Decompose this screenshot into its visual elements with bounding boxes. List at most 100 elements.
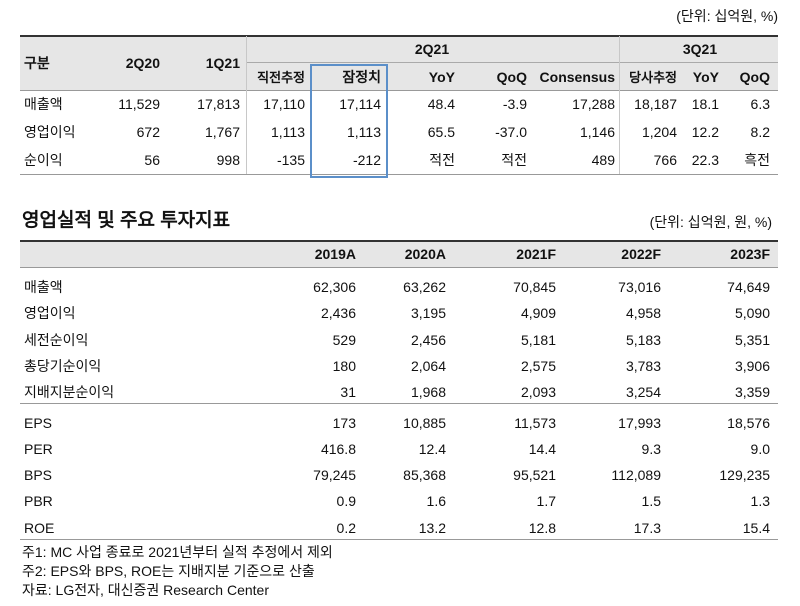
header: 1Q21 <box>205 55 240 71</box>
cell: 2,436 <box>320 305 356 322</box>
sub-header: Consensus <box>539 69 615 85</box>
cell: 22.3 <box>691 152 719 168</box>
cell: 56 <box>144 152 160 168</box>
row-label: 영업이익 <box>24 124 76 140</box>
rule <box>20 403 778 404</box>
header: 3Q21 <box>682 41 718 57</box>
cell: 15.4 <box>742 519 770 536</box>
row-label: PER <box>24 440 53 457</box>
sub-header: 직전추정 <box>257 69 305 85</box>
cell: 3,359 <box>734 384 770 401</box>
column-header: 2023F <box>730 246 770 262</box>
sub-header: YoY <box>692 69 719 85</box>
cell: 3,195 <box>410 305 446 322</box>
cell: 12.8 <box>528 519 556 536</box>
cell: 12.2 <box>691 124 719 140</box>
cell: 13.2 <box>418 519 446 536</box>
header-band <box>20 241 778 267</box>
sub-header: YoY <box>428 69 455 85</box>
cell: 1,968 <box>410 384 446 401</box>
cell: 18,187 <box>634 96 677 112</box>
header-band <box>20 36 778 90</box>
cell: 5,181 <box>520 331 556 348</box>
sub-header: 잠정치 <box>342 69 381 85</box>
column-header: 2019A <box>314 246 356 262</box>
cell: 3,906 <box>734 357 770 374</box>
cell: 3,254 <box>625 384 661 401</box>
cell: 1,767 <box>204 124 240 140</box>
row-label: ROE <box>24 519 55 536</box>
cell: 적전 <box>501 152 527 168</box>
cell: 1,113 <box>347 124 381 140</box>
cell: 173 <box>332 414 356 431</box>
footnote: 주1: MC 사업 종료로 2021년부터 실적 추정에서 제외 <box>22 544 333 560</box>
cell: 1.5 <box>641 493 661 510</box>
cell: 5,090 <box>734 305 770 322</box>
cell: 529 <box>332 331 356 348</box>
cell: 70,845 <box>513 279 556 295</box>
cell: 9.0 <box>750 440 770 457</box>
header: 구분 <box>24 55 50 71</box>
cell: 766 <box>653 152 677 168</box>
cell: 1.7 <box>536 493 556 510</box>
cell: 489 <box>591 152 615 168</box>
row-label: 영업이익 <box>24 305 76 322</box>
cell: 2,093 <box>520 384 556 401</box>
cell: 79,245 <box>313 467 356 484</box>
rule <box>20 35 778 37</box>
cell: -37.0 <box>495 124 527 140</box>
cell: 63,262 <box>403 279 446 295</box>
cell: 5,183 <box>625 331 661 348</box>
cell: 11,573 <box>514 414 556 431</box>
section-title: 영업실적 및 주요 투자지표 <box>22 209 231 231</box>
cell: 65.5 <box>427 124 455 140</box>
divider <box>246 36 247 174</box>
column-header: 2022F <box>621 246 661 262</box>
cell: 1.3 <box>750 493 770 510</box>
cell: 180 <box>332 357 356 374</box>
column-header: 2021F <box>516 246 556 262</box>
highlight-box <box>310 64 388 178</box>
row-label: 총당기순이익 <box>24 357 102 374</box>
cell: 0.9 <box>336 493 356 510</box>
rule <box>20 90 778 91</box>
header: 2Q20 <box>125 55 160 71</box>
unit-label: (단위: 십억원, %) <box>676 8 778 24</box>
rule <box>20 539 778 540</box>
cell: 2,456 <box>410 331 446 348</box>
unit-label: (단위: 십억원, 원, %) <box>649 214 772 230</box>
rule <box>20 240 778 242</box>
cell: 3,783 <box>625 357 661 374</box>
cell: 17,288 <box>572 96 615 112</box>
cell: -135 <box>276 152 305 168</box>
row-label: BPS <box>24 467 53 484</box>
cell: 85,368 <box>403 467 446 484</box>
cell: 1.6 <box>426 493 446 510</box>
cell: 5,351 <box>734 331 770 348</box>
cell: 18.1 <box>691 96 719 112</box>
row-label: EPS <box>24 414 53 431</box>
cell: 17,813 <box>197 96 240 112</box>
cell: 0.2 <box>336 519 356 536</box>
cell: 48.4 <box>427 96 455 112</box>
cell: 1,204 <box>641 124 677 140</box>
row-label: 매출액 <box>24 279 63 295</box>
cell: 1,146 <box>579 124 615 140</box>
cell: 11,529 <box>118 96 160 112</box>
cell: 998 <box>216 152 240 168</box>
cell: 95,521 <box>513 467 556 484</box>
cell: 1,113 <box>271 124 305 140</box>
cell: 672 <box>136 124 160 140</box>
cell: 17,110 <box>263 96 305 112</box>
cell: 17.3 <box>633 519 661 536</box>
cell: -212 <box>352 152 381 168</box>
cell: 6.3 <box>750 96 770 112</box>
sub-header: QoQ <box>496 69 527 85</box>
cell: 8.2 <box>750 124 770 140</box>
row-label: 매출액 <box>24 96 63 112</box>
cell: 9.3 <box>641 440 661 457</box>
cell: 17,114 <box>339 96 381 112</box>
column-header: 2020A <box>404 246 446 262</box>
cell: 31 <box>340 384 356 401</box>
